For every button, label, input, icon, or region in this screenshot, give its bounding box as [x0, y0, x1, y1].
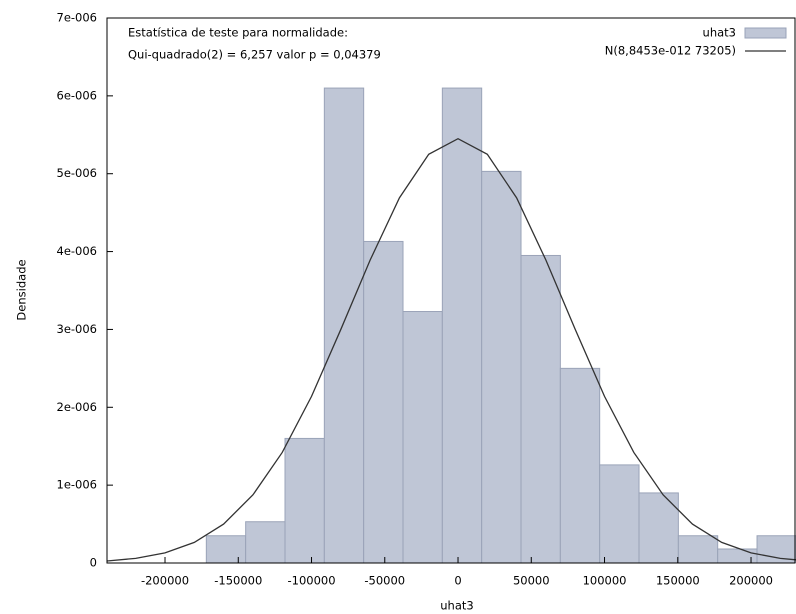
bar	[323, 87, 365, 563]
bar	[481, 170, 522, 563]
density-curve	[107, 137, 796, 562]
y-tick-label: 5e-006	[57, 166, 98, 180]
x-tick-label: 0	[454, 574, 461, 588]
bar	[559, 367, 601, 563]
x-tick-label: -150000	[214, 574, 262, 588]
y-tick-label: 7e-006	[57, 11, 98, 25]
bar	[441, 87, 483, 563]
bar	[402, 311, 443, 563]
plot-area	[107, 87, 796, 563]
x-tick-label: 50000	[513, 574, 550, 588]
x-tick-label: 200000	[729, 574, 773, 588]
bar	[284, 437, 325, 563]
x-tick-label: 100000	[583, 574, 627, 588]
bar	[638, 492, 679, 563]
annotation: Estatística de teste para normalidade:	[128, 26, 348, 40]
y-axis-label: Densidade	[15, 259, 29, 320]
y-tick-label: 6e-006	[57, 88, 98, 102]
x-tick-label: -200000	[141, 574, 189, 588]
bar	[205, 535, 247, 563]
y-tick-label: 2e-006	[57, 400, 98, 414]
y-tick-label: 0	[90, 556, 97, 570]
legend-label: uhat3	[703, 26, 736, 40]
legend-swatch	[744, 27, 787, 39]
plot-frame	[106, 17, 796, 564]
y-tick-label: 3e-006	[57, 322, 98, 336]
y-tick-label: 1e-006	[57, 478, 98, 492]
bar	[677, 535, 719, 563]
bar	[245, 521, 286, 563]
bar	[520, 254, 561, 563]
bar	[756, 535, 796, 563]
bar	[363, 240, 404, 563]
y-tick-label: 4e-006	[57, 244, 98, 258]
x-axis-label: uhat3	[440, 599, 473, 613]
legend-label: N(8,8453e-012 73205)	[605, 44, 736, 58]
x-tick-label: 150000	[656, 574, 700, 588]
bar	[599, 464, 640, 563]
x-tick-label: -50000	[364, 574, 405, 588]
x-tick-label: -100000	[287, 574, 335, 588]
annotation: Qui-quadrado(2) = 6,257 valor p = 0,0437…	[128, 48, 381, 62]
